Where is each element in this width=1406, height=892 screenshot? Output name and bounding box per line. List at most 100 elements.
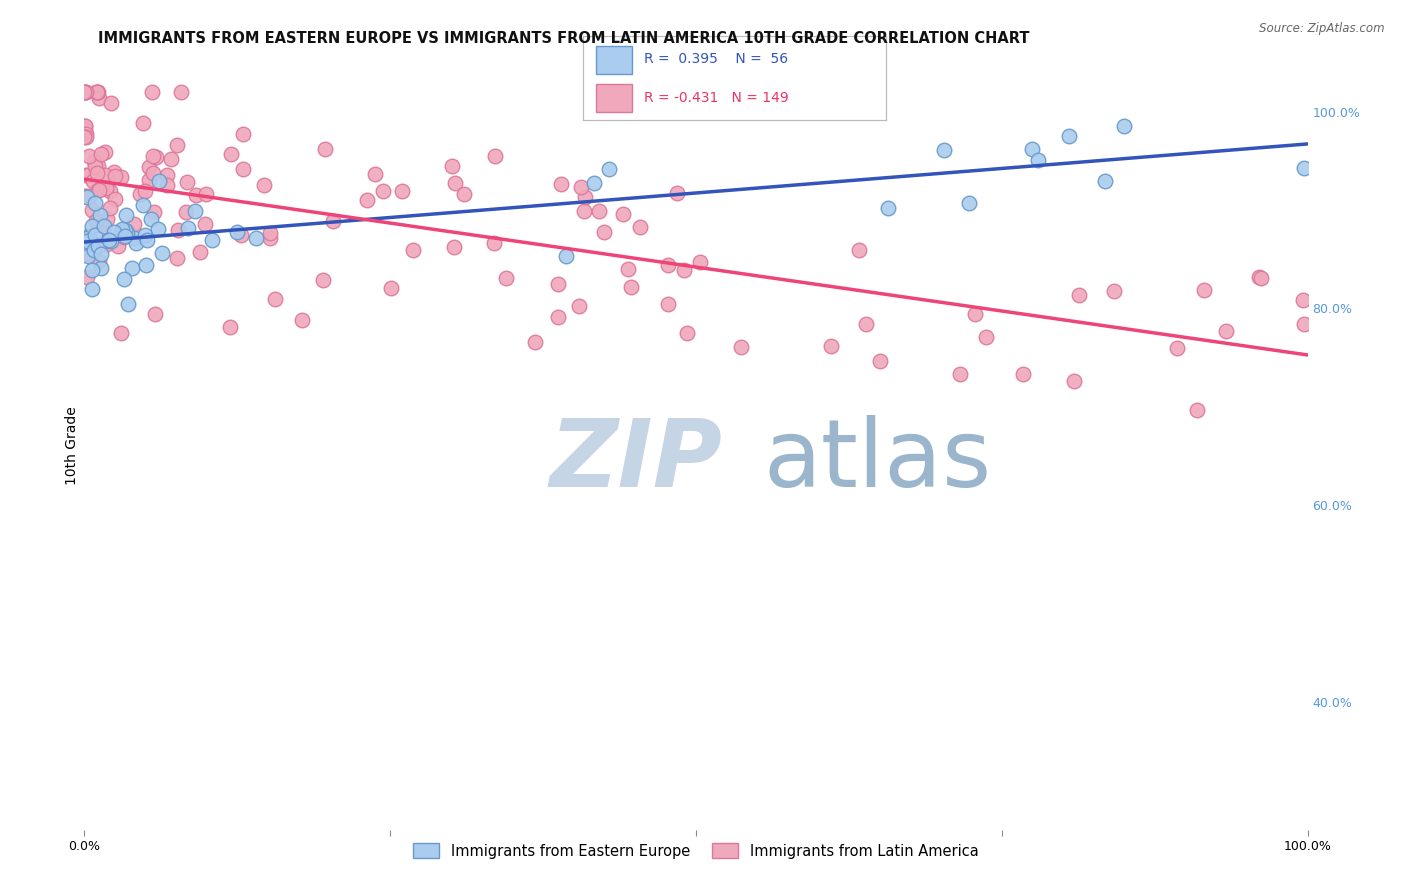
Text: Source: ZipAtlas.com: Source: ZipAtlas.com [1260,22,1385,36]
Point [121,260,143,275]
Point [84,214,107,228]
Point [232,162,254,177]
Point [1026,153,1049,168]
Point [84,85,107,99]
Point [142,204,165,219]
Point [110,326,132,340]
Point [264,292,287,306]
Point [100,184,122,198]
Point [86,166,108,180]
Point [77,249,100,263]
Point [100,235,122,249]
Point [547,277,569,291]
Point [547,310,569,324]
Point [80,282,103,296]
Point [588,204,610,219]
Point [86,237,108,252]
Point [550,177,572,191]
Point [87,85,110,99]
Point [877,201,900,215]
Point [949,368,972,382]
Point [484,149,506,163]
Point [87,91,110,105]
Point [554,249,576,263]
Point [94,169,117,183]
Point [1292,293,1315,308]
Point [77,229,100,244]
Point [1215,324,1237,338]
Point [134,184,156,198]
Point [672,262,695,277]
Text: R = -0.431   N = 149: R = -0.431 N = 149 [644,91,789,104]
Point [259,227,281,241]
Point [932,143,955,157]
Point [612,207,634,221]
Point [141,211,163,226]
Point [75,239,97,253]
Point [103,225,125,239]
Point [82,174,104,188]
FancyBboxPatch shape [596,45,631,74]
Point [112,272,135,286]
Point [146,222,169,236]
Point [974,330,997,344]
Point [94,145,117,159]
Point [110,169,132,184]
Point [1063,374,1085,388]
Point [523,334,546,349]
Point [371,184,394,198]
Point [441,159,464,173]
Point [114,207,136,221]
Point [76,269,98,284]
Point [110,222,132,236]
Point [156,169,179,183]
Point [73,85,96,99]
Point [1057,129,1080,144]
Point [848,244,870,258]
Point [89,208,111,222]
Point [177,221,200,235]
Point [628,219,651,234]
Point [957,195,980,210]
Point [1185,402,1208,417]
Point [77,230,100,244]
Point [82,203,104,218]
Point [1094,173,1116,187]
Point [730,340,752,354]
Point [142,149,165,163]
Point [1021,142,1043,156]
Text: ZIP: ZIP [550,416,723,508]
Point [617,262,640,277]
Point [90,247,112,261]
Point [657,297,679,311]
Point [253,178,276,193]
Point [89,218,111,232]
Point [76,190,98,204]
Point [122,217,145,231]
Point [83,154,105,169]
Point [73,119,96,133]
Legend: Immigrants from Eastern Europe, Immigrants from Latin America: Immigrants from Eastern Europe, Immigran… [408,838,984,864]
Point [73,123,96,137]
Point [869,354,891,368]
Point [76,245,98,260]
Point [291,313,314,327]
Point [97,233,120,247]
Point [225,225,247,239]
Point [90,146,112,161]
Point [83,227,105,242]
Point [75,130,97,145]
Point [94,181,117,195]
Point [87,239,110,253]
Point [84,196,107,211]
Point [77,149,100,163]
Point [79,230,101,244]
Point [444,176,467,190]
Point [75,127,97,141]
Point [156,178,179,192]
Point [322,213,344,227]
Point [1294,161,1316,175]
Point [90,261,112,276]
Point [194,186,217,201]
Point [186,187,208,202]
